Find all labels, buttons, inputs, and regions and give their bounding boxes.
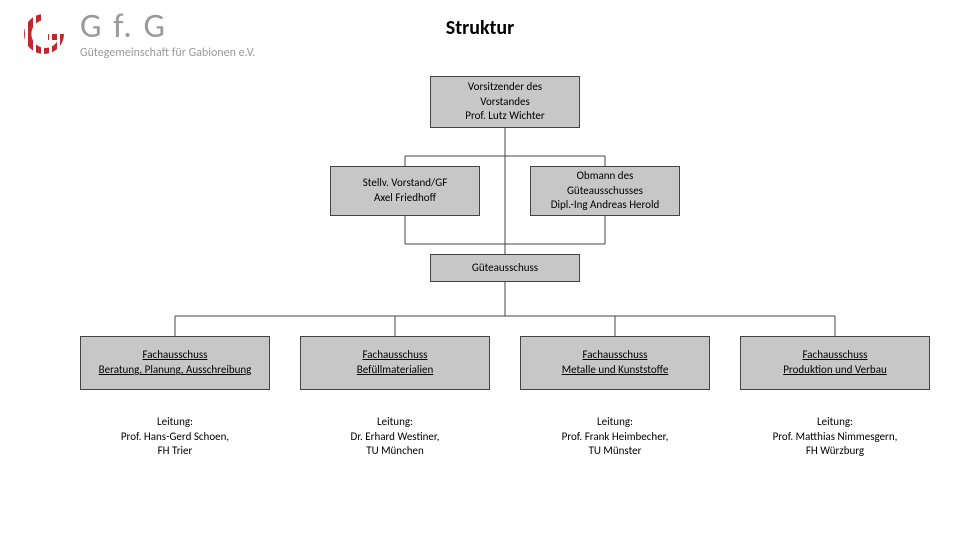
node-lead-0: Leitung: Prof. Hans-Gerd Schoen, FH Trie… bbox=[80, 412, 270, 462]
lead-1-l1: Leitung: bbox=[377, 415, 413, 430]
logo-subtitle: Gütegemeinschaft für Gabionen e.V. bbox=[80, 46, 255, 60]
node-chairman: Vorsitzender des Vorstandes Prof. Lutz W… bbox=[430, 76, 580, 128]
lead-1-l3: TU München bbox=[366, 444, 424, 459]
deputy-title: Stellv. Vorstand/GF bbox=[363, 176, 448, 191]
obmann-line2: Güteausschusses bbox=[567, 184, 643, 199]
lead-0-l3: FH Trier bbox=[158, 444, 193, 459]
lead-0-l2: Prof. Hans-Gerd Schoen, bbox=[121, 430, 229, 445]
fach-0-title: Fachausschuss bbox=[143, 348, 208, 363]
fach-1-sub: Befüllmaterialien bbox=[357, 363, 433, 378]
obmann-person: Dipl.-Ing Andreas Herold bbox=[551, 198, 660, 213]
node-lead-3: Leitung: Prof. Matthias Nimmesgern, FH W… bbox=[740, 412, 930, 462]
obmann-line1: Obmann des bbox=[577, 169, 634, 184]
lead-1-l2: Dr. Erhard Westiner, bbox=[350, 430, 439, 445]
deputy-person: Axel Friedhoff bbox=[374, 191, 436, 206]
fach-3-title: Fachausschuss bbox=[803, 348, 868, 363]
node-fach-0: Fachausschuss Beratung, Planung, Ausschr… bbox=[80, 336, 270, 390]
lead-3-l3: FH Würzburg bbox=[806, 444, 864, 459]
lead-0-l1: Leitung: bbox=[157, 415, 193, 430]
fach-1-title: Fachausschuss bbox=[363, 348, 428, 363]
node-lead-2: Leitung: Prof. Frank Heimbecher, TU Müns… bbox=[520, 412, 710, 462]
chairman-line2: Vorstandes bbox=[480, 95, 530, 110]
fach-2-sub: Metalle und Kunststoffe bbox=[562, 363, 669, 378]
node-deputy: Stellv. Vorstand/GF Axel Friedhoff bbox=[330, 166, 480, 216]
gute-label: Güteausschuss bbox=[472, 261, 538, 276]
lead-2-l2: Prof. Frank Heimbecher, bbox=[562, 430, 669, 445]
chairman-line1: Vorsitzender des bbox=[468, 80, 542, 95]
node-gueteausschuss: Güteausschuss bbox=[430, 254, 580, 282]
lead-2-l1: Leitung: bbox=[597, 415, 633, 430]
fach-2-title: Fachausschuss bbox=[583, 348, 648, 363]
node-obmann: Obmann des Güteausschusses Dipl.-Ing And… bbox=[530, 166, 680, 216]
node-fach-1: Fachausschuss Befüllmaterialien bbox=[300, 336, 490, 390]
lead-2-l3: TU Münster bbox=[589, 444, 642, 459]
fach-3-sub: Produktion und Verbau bbox=[783, 363, 887, 378]
chairman-person: Prof. Lutz Wichter bbox=[465, 109, 544, 124]
node-fach-2: Fachausschuss Metalle und Kunststoffe bbox=[520, 336, 710, 390]
lead-3-l2: Prof. Matthias Nimmesgern, bbox=[773, 430, 898, 445]
page-title: Struktur bbox=[0, 16, 960, 40]
lead-3-l1: Leitung: bbox=[817, 415, 853, 430]
node-lead-1: Leitung: Dr. Erhard Westiner, TU München bbox=[300, 412, 490, 462]
node-fach-3: Fachausschuss Produktion und Verbau bbox=[740, 336, 930, 390]
fach-0-sub: Beratung, Planung, Ausschreibung bbox=[99, 363, 252, 378]
